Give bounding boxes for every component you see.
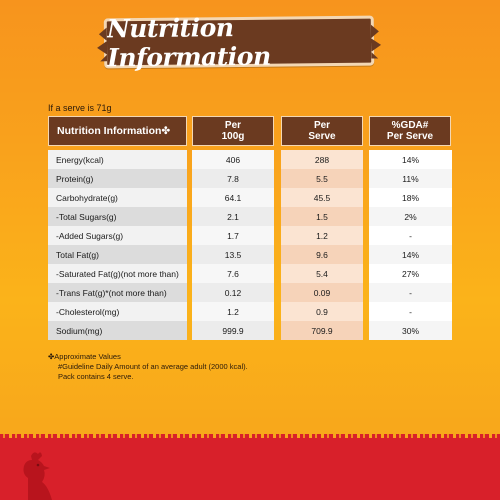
table-row: -Total Sugars(g) 2.1 1.5 2%: [48, 207, 452, 226]
row-label: -Total Sugars(g): [48, 207, 187, 226]
per-100g-value: 13.5: [192, 245, 274, 264]
table-row: Sodium(mg) 999.9 709.9 30%: [48, 321, 452, 340]
gda-value: 18%: [369, 188, 452, 207]
gda-value: -: [369, 302, 452, 321]
row-label: -Added Sugars(g): [48, 226, 187, 245]
per-100g-value: 1.7: [192, 226, 274, 245]
gda-value: 14%: [369, 150, 452, 169]
header-per-serve: Per Serve: [281, 116, 363, 146]
table-row: Protein(g) 7.8 5.5 11%: [48, 169, 452, 188]
table-row: Carbohydrate(g) 64.1 45.5 18%: [48, 188, 452, 207]
table-row: -Trans Fat(g)*(not more than) 0.12 0.09 …: [48, 283, 452, 302]
gda-value: 14%: [369, 245, 452, 264]
row-label: Total Fat(g): [48, 245, 187, 264]
header-per-100g: Per 100g: [192, 116, 274, 146]
table-row: -Saturated Fat(g)(not more than) 7.6 5.4…: [48, 264, 452, 283]
table-row: Total Fat(g) 13.5 9.6 14%: [48, 245, 452, 264]
per-serve-value: 1.2: [281, 226, 363, 245]
row-label: -Trans Fat(g)*(not more than): [48, 283, 187, 302]
nutrition-table: Energy(kcal) 406 288 14% Protein(g) 7.8 …: [48, 150, 452, 341]
header-gda-per-serve: %GDA# Per Serve: [369, 116, 451, 146]
header-nutrition-information: Nutrition Information✤: [48, 116, 187, 146]
page-title: Nutrition Information: [106, 13, 271, 73]
row-label: -Cholesterol(mg): [48, 302, 187, 321]
header-per-serve-line1: Per: [313, 120, 331, 131]
per-100g-value: 2.1: [192, 207, 274, 226]
header-per-100g-line2: 100g: [221, 131, 245, 142]
row-label: Energy(kcal): [48, 150, 187, 169]
per-100g-value: 0.12: [192, 283, 274, 302]
header-gda-text: %GDA# Per Serve: [387, 120, 433, 142]
header-per-100g-text: Per 100g: [222, 120, 245, 142]
per-serve-value: 288: [281, 150, 363, 169]
title-banner: Nutrition Information: [103, 13, 375, 72]
per-100g-value: 64.1: [192, 188, 274, 207]
table-row: Energy(kcal) 406 288 14%: [48, 150, 452, 169]
per-serve-value: 45.5: [281, 188, 363, 207]
footnote-approximate: ✤Approximate Values: [48, 352, 121, 361]
header-gda-line2: Per Serve: [386, 131, 434, 142]
row-label: -Saturated Fat(g)(not more than): [48, 264, 187, 283]
per-serve-value: 9.6: [281, 245, 363, 264]
header-per-serve-line2: Serve: [308, 131, 336, 142]
row-label: Sodium(mg): [48, 321, 187, 340]
per-serve-value: 0.09: [281, 283, 363, 302]
header-gda-line1: %GDA#: [391, 120, 429, 131]
gda-value: 30%: [369, 321, 452, 340]
footnote-pack: Pack contains 4 serve.: [58, 372, 134, 381]
header-label-text: Nutrition Information✤: [57, 124, 171, 137]
per-100g-value: 999.9: [192, 321, 274, 340]
per-100g-value: 7.8: [192, 169, 274, 188]
per-serve-value: 0.9: [281, 302, 363, 321]
gda-value: 27%: [369, 264, 452, 283]
per-100g-value: 7.6: [192, 264, 274, 283]
rooster-silhouette-icon: [23, 452, 52, 500]
serve-size-note: If a serve is 71g: [48, 103, 112, 113]
gda-value: -: [369, 226, 452, 245]
footnotes: ✤Approximate Values #Guideline Daily Amo…: [48, 352, 248, 382]
per-serve-value: 5.4: [281, 264, 363, 283]
per-100g-value: 1.2: [192, 302, 274, 321]
gda-value: -: [369, 283, 452, 302]
row-label: Carbohydrate(g): [48, 188, 187, 207]
footnote-gda: #Guideline Daily Amount of an average ad…: [58, 362, 248, 371]
per-serve-value: 1.5: [281, 207, 363, 226]
per-serve-value: 709.9: [281, 321, 363, 340]
gda-value: 11%: [369, 169, 452, 188]
row-label: Protein(g): [48, 169, 187, 188]
per-serve-value: 5.5: [281, 169, 363, 188]
table-row: -Cholesterol(mg) 1.2 0.9 -: [48, 302, 452, 321]
per-100g-value: 406: [192, 150, 274, 169]
table-row: -Added Sugars(g) 1.7 1.2 -: [48, 226, 452, 245]
red-band: [0, 438, 500, 500]
gda-value: 2%: [369, 207, 452, 226]
header-per-serve-text: Per Serve: [308, 120, 335, 142]
header-per-100g-line1: Per: [224, 120, 242, 131]
